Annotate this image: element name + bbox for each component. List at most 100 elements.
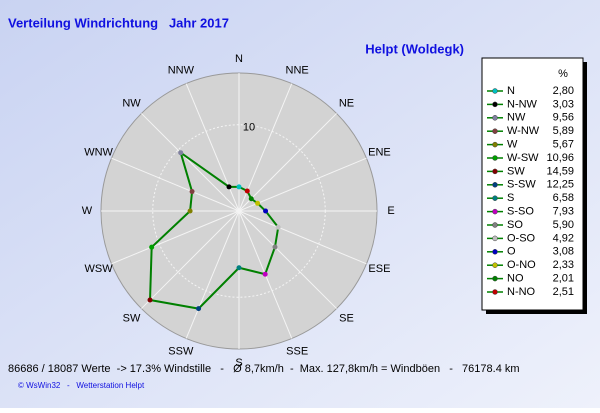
credit: © WsWin32 - Wetterstation Helpt (18, 381, 145, 390)
marker (236, 184, 242, 190)
marker (263, 208, 269, 214)
direction-label: SSE (286, 345, 308, 357)
legend-shadow (486, 310, 587, 314)
direction-label: NE (339, 97, 354, 109)
legend-swatch (492, 195, 498, 201)
legend-swatch (492, 168, 498, 175)
spoke (238, 157, 367, 212)
spoke (185, 210, 240, 339)
legend-value: 6,58 (553, 192, 574, 204)
legend-value: 2,51 (553, 286, 574, 298)
marker (248, 196, 254, 202)
direction-label: NW (122, 97, 141, 109)
legend-value: 2,80 (553, 85, 574, 97)
legend-label: N-NW (507, 98, 538, 110)
legend-swatch (492, 141, 498, 148)
marker (255, 200, 261, 206)
legend-swatch (492, 235, 498, 242)
legend-label: NO (507, 273, 524, 285)
marker (272, 244, 278, 250)
legend-label: W-NW (507, 125, 540, 137)
direction-label: NNE (286, 64, 309, 76)
legend-value: 2,01 (553, 273, 574, 285)
spoke (141, 113, 240, 212)
legend-swatch (492, 249, 498, 255)
legend-box (481, 57, 584, 311)
legend-label: SO (507, 219, 523, 231)
spoke (111, 157, 240, 212)
legend-value: 2,33 (553, 259, 574, 271)
marker (244, 188, 250, 194)
legend-label: S-SW (507, 179, 536, 191)
direction-label: WSW (85, 263, 114, 275)
spoke (111, 210, 240, 265)
legend-swatch (492, 128, 498, 134)
spoke (238, 210, 337, 309)
legend-value: 14,59 (546, 165, 574, 177)
legend-shadow (583, 62, 587, 314)
legend-label: W (507, 139, 518, 151)
marker (275, 224, 281, 230)
spoke (238, 113, 337, 212)
legend-value: 5,90 (553, 219, 574, 231)
direction-label: N (235, 53, 243, 65)
legend-label: S (507, 192, 514, 204)
chart-title: Verteilung Windrichtung Jahr 2017 (8, 15, 229, 30)
direction-label: E (387, 205, 394, 217)
direction-label: ENE (368, 147, 391, 159)
direction-label: WNW (84, 147, 113, 159)
direction-label: NNW (168, 64, 195, 76)
legend-swatch (492, 222, 498, 228)
legend-swatch (492, 182, 498, 188)
spoke (185, 83, 240, 212)
r-tick-label: 10 (243, 122, 255, 134)
direction-label: S (235, 357, 242, 369)
legend-swatch (492, 101, 498, 108)
legend-value: 12,25 (546, 179, 574, 191)
legend-label: N (507, 85, 515, 97)
legend-label: N-NO (507, 286, 536, 298)
legend-value: 10,96 (546, 152, 574, 164)
legend-label: O-NO (507, 259, 536, 271)
legend-label: O (507, 246, 516, 258)
marker (149, 244, 155, 250)
spoke (141, 210, 240, 309)
legend-swatch (492, 275, 498, 282)
legend-value: 5,89 (553, 125, 574, 137)
marker (187, 208, 193, 214)
legend-label: S-SO (507, 206, 534, 218)
legend-label: O-SO (507, 232, 536, 244)
legend-label: W-SW (507, 152, 539, 164)
legend-swatch (492, 115, 498, 121)
legend-header: % (558, 68, 568, 80)
direction-label: SW (123, 312, 141, 324)
legend-swatch (492, 155, 498, 161)
legend-value: 9,56 (553, 112, 574, 124)
legend-swatch (492, 289, 498, 295)
legend-label: NW (507, 112, 526, 124)
legend-swatch (492, 208, 498, 215)
marker (189, 189, 195, 195)
marker (178, 150, 184, 156)
grid-ring (152, 124, 326, 298)
legend-swatch (492, 262, 498, 268)
footer: 86686 / 18087 Werte -> 17.3% Windstille … (8, 363, 520, 375)
marker (262, 271, 268, 277)
spoke (238, 210, 367, 265)
direction-label: SSW (168, 345, 194, 357)
legend-value: 5,67 (553, 139, 574, 151)
marker (226, 184, 232, 190)
legend-value: 3,03 (553, 98, 574, 110)
legend-label: SW (507, 165, 525, 177)
marker (147, 297, 153, 303)
legend-swatch (492, 88, 498, 94)
legend-value: 4,92 (553, 232, 574, 244)
direction-label: W (82, 205, 93, 217)
direction-label: SE (339, 312, 354, 324)
marker (196, 306, 202, 312)
direction-label: ESE (368, 263, 390, 275)
marker (236, 265, 242, 271)
legend-value: 3,08 (553, 246, 574, 258)
